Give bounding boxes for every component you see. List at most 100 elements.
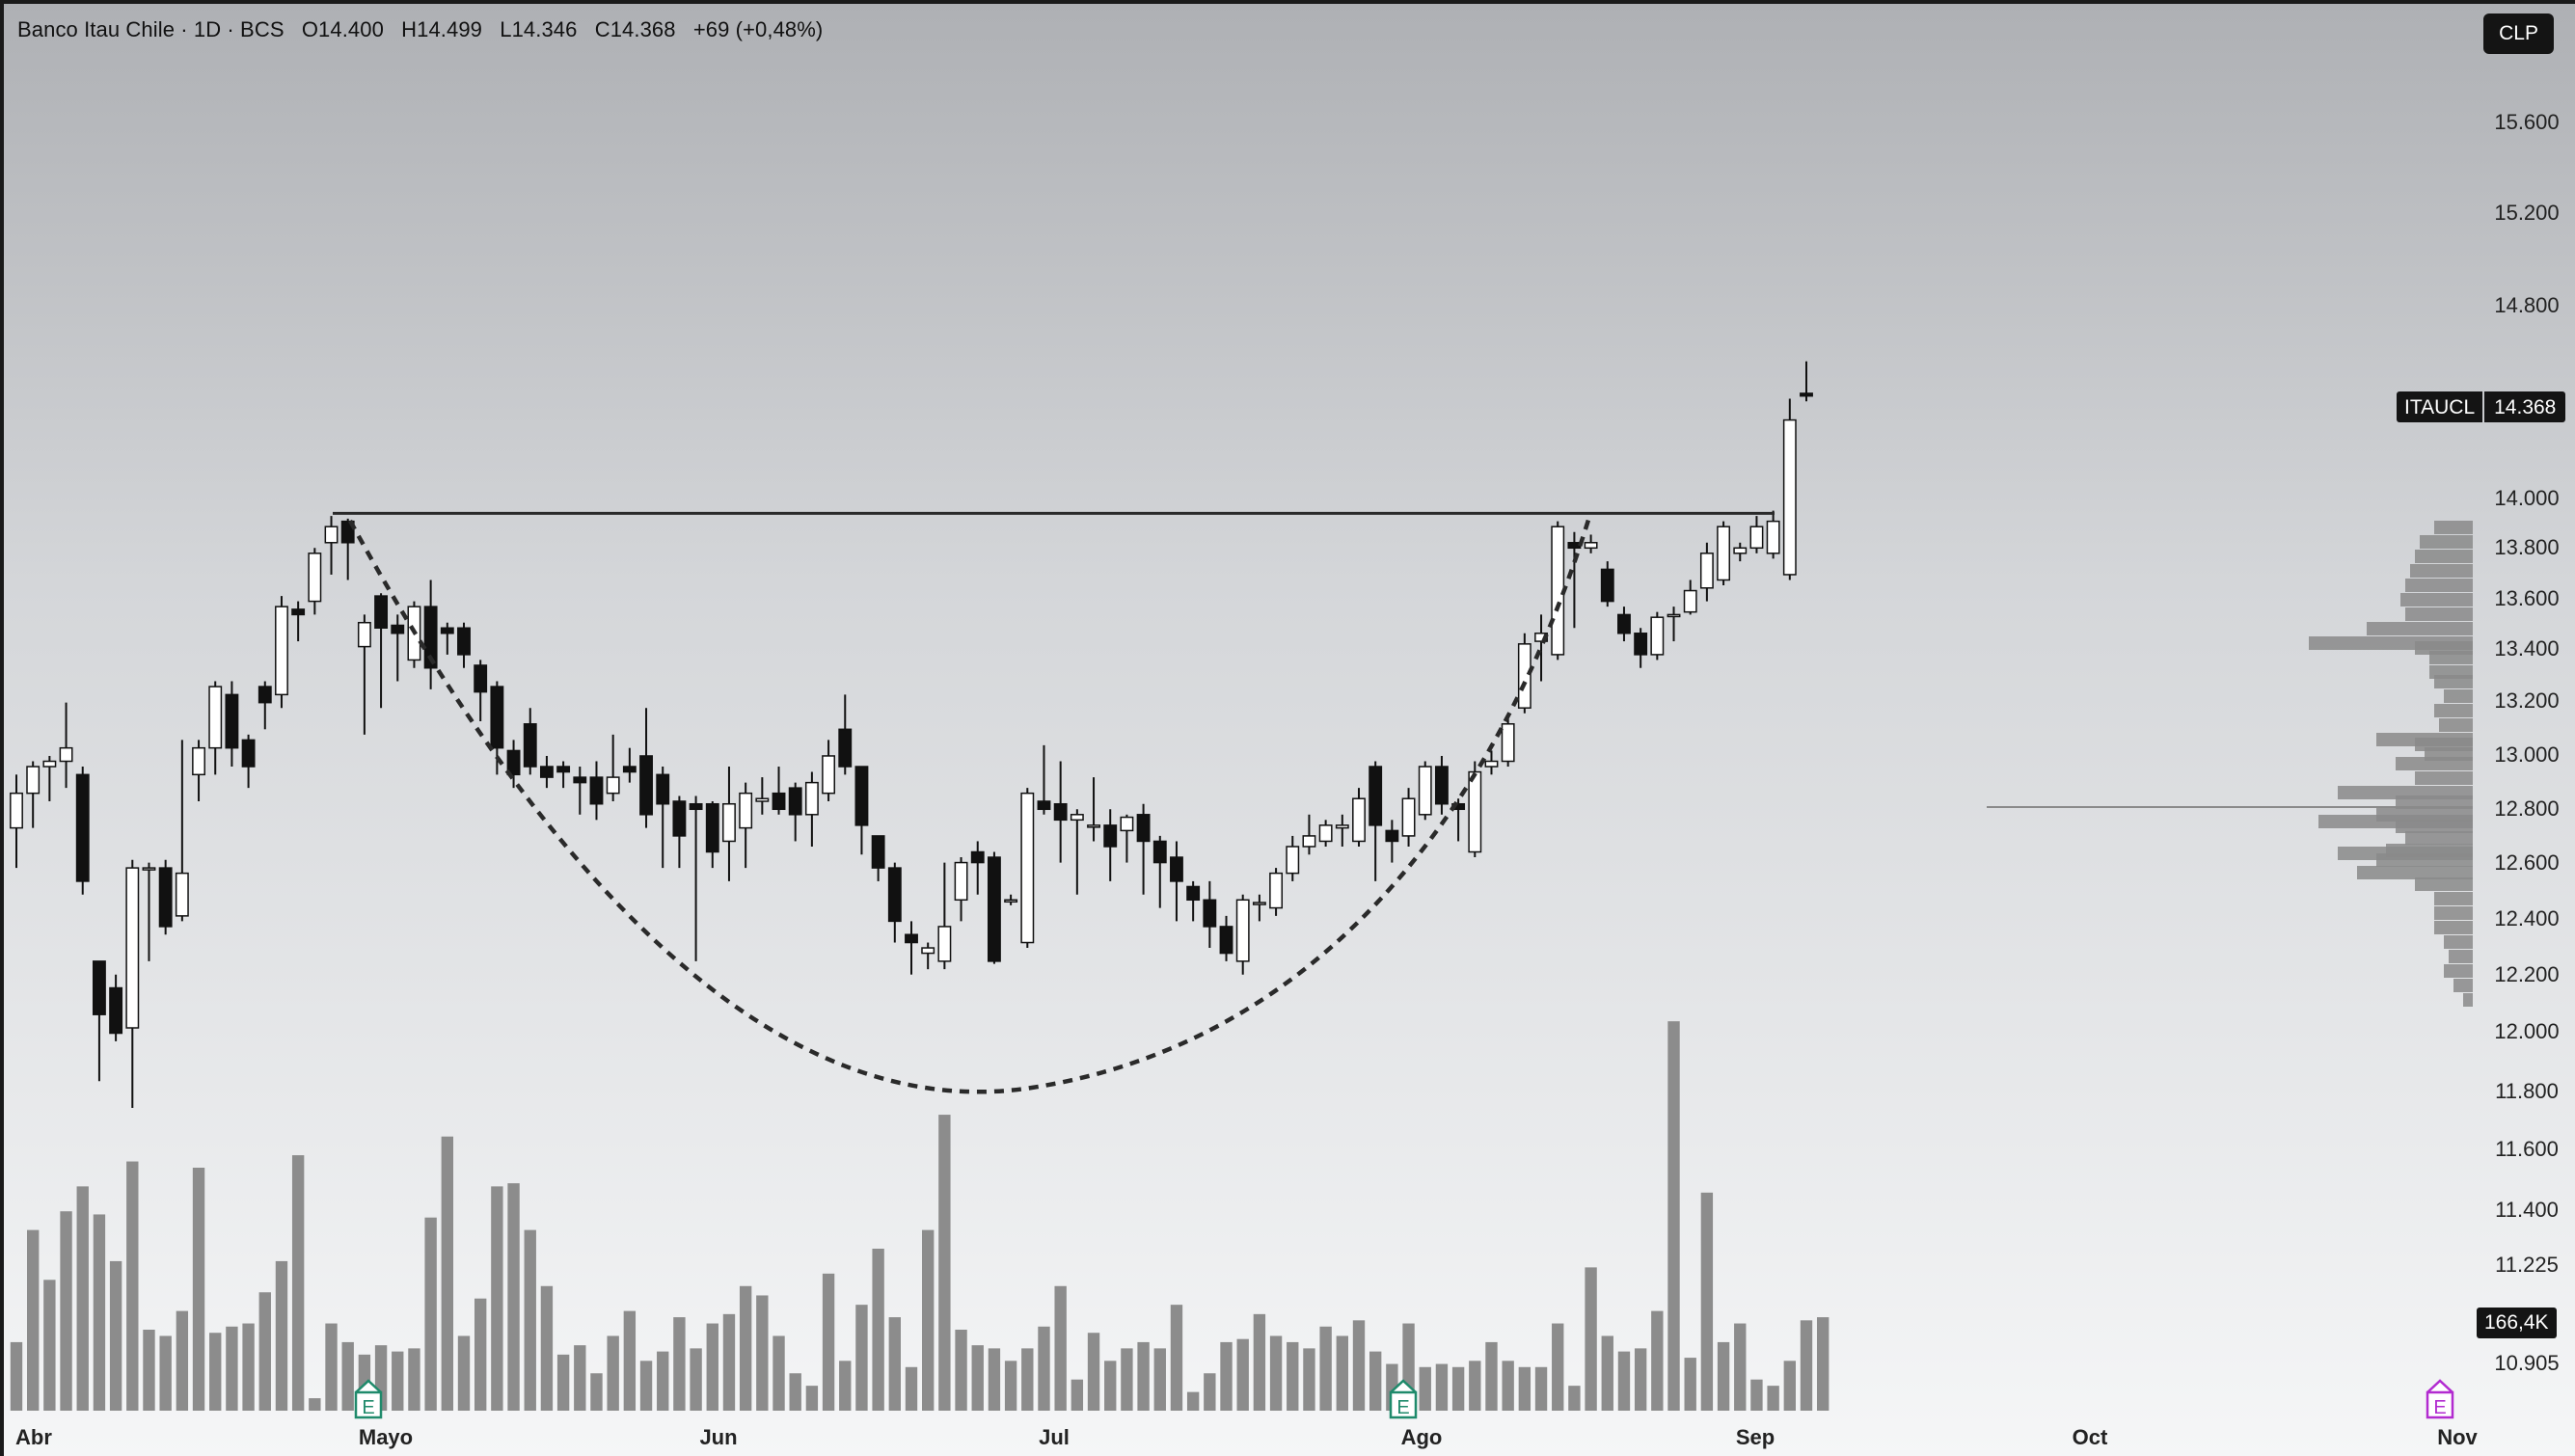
volume-bar bbox=[839, 1361, 852, 1411]
profile-bar bbox=[2434, 521, 2473, 534]
x-tick-label: Nov bbox=[2437, 1425, 2478, 1449]
candle-body bbox=[357, 621, 371, 648]
last-price-tag: ITAUCL 14.368 bbox=[2397, 391, 2566, 422]
volume-bar bbox=[1287, 1341, 1299, 1411]
candle-body bbox=[175, 872, 189, 917]
volume-bar bbox=[607, 1335, 619, 1411]
profile-bar bbox=[2434, 675, 2473, 688]
volume-bar bbox=[1816, 1317, 1830, 1411]
volume-bar bbox=[1153, 1348, 1166, 1411]
candle-body bbox=[556, 766, 571, 773]
volume-tag: 166,4K bbox=[2477, 1308, 2557, 1338]
volume-bar bbox=[938, 1115, 951, 1411]
volume-bar bbox=[1137, 1341, 1150, 1411]
volume-bar bbox=[1419, 1366, 1431, 1411]
profile-bar bbox=[2405, 579, 2473, 592]
price-tag-symbol: ITAUCL bbox=[2397, 391, 2483, 422]
window-top-border bbox=[0, 0, 2575, 4]
time-axis[interactable]: Abr Mayo Jun Jul Ago Sep Oct Nov bbox=[15, 1425, 2478, 1449]
profile-bar bbox=[2463, 993, 2473, 1007]
low-value: L14.346 bbox=[500, 17, 578, 41]
currency-button[interactable]: CLP bbox=[2483, 13, 2554, 54]
profile-bar bbox=[2400, 593, 2473, 607]
candle-body bbox=[1369, 766, 1383, 826]
volume-bar bbox=[690, 1348, 702, 1411]
volume-bar bbox=[1038, 1326, 1050, 1411]
candle-body bbox=[1617, 613, 1631, 634]
candle-body bbox=[639, 755, 653, 816]
candle-body bbox=[391, 624, 405, 634]
price-axis[interactable]: 15.600 15.200 14.800 14.000 13.800 13.600 13.4… bbox=[2494, 110, 2559, 1375]
profile-bar bbox=[2444, 935, 2473, 949]
volume-bar bbox=[1568, 1386, 1581, 1411]
volume-bar bbox=[176, 1310, 189, 1411]
volume-bar bbox=[888, 1317, 902, 1411]
volume-bar bbox=[772, 1335, 785, 1411]
volume-bar bbox=[1186, 1391, 1200, 1411]
volume-bar bbox=[1717, 1341, 1730, 1411]
volume-bar bbox=[1369, 1351, 1382, 1411]
y-tick-label: 14.000 bbox=[2494, 486, 2559, 510]
volume-bars bbox=[10, 1021, 1830, 1411]
candlesticks bbox=[10, 361, 1813, 1108]
y-tick-label: 12.400 bbox=[2494, 906, 2559, 930]
volume-bar bbox=[1170, 1305, 1183, 1411]
candle-body bbox=[258, 686, 272, 704]
candle-body bbox=[241, 739, 256, 768]
volume-bar bbox=[291, 1155, 305, 1411]
volume-bar bbox=[1684, 1358, 1696, 1411]
candle-body bbox=[225, 693, 239, 749]
candle-body bbox=[1136, 814, 1151, 843]
y-tick-label: 10.905 bbox=[2494, 1351, 2559, 1375]
candle-body bbox=[374, 595, 389, 630]
volume-bar bbox=[623, 1310, 637, 1411]
volume-bar bbox=[491, 1186, 503, 1411]
candle-body bbox=[606, 776, 620, 795]
profile-bar bbox=[2410, 564, 2473, 578]
candle-body bbox=[308, 553, 322, 603]
candle-body bbox=[905, 933, 918, 944]
x-tick-label: Jul bbox=[1039, 1425, 1070, 1449]
candle-body bbox=[75, 773, 90, 882]
volume-bar bbox=[1601, 1335, 1613, 1411]
candle-body bbox=[1401, 797, 1416, 837]
volume-bar bbox=[1087, 1333, 1100, 1411]
x-tick-label: Abr bbox=[15, 1425, 52, 1449]
candle-body bbox=[921, 947, 935, 955]
candle-body bbox=[739, 792, 753, 829]
candle-body bbox=[324, 526, 339, 544]
symbol-title[interactable]: Banco Itau Chile · 1D · BCS bbox=[17, 17, 285, 41]
candle-body bbox=[42, 760, 57, 768]
candle-body bbox=[59, 746, 73, 763]
volume-bar bbox=[392, 1351, 404, 1411]
x-tick-label: Sep bbox=[1736, 1425, 1775, 1449]
profile-bar bbox=[2367, 622, 2473, 635]
volume-bar bbox=[242, 1323, 255, 1411]
candle-body bbox=[1584, 542, 1598, 550]
candle-body bbox=[1203, 899, 1217, 928]
volume-bar bbox=[1518, 1366, 1531, 1411]
profile-bar bbox=[2396, 757, 2473, 770]
candle-body bbox=[1650, 616, 1665, 656]
volume-bar bbox=[93, 1214, 106, 1411]
candle-body bbox=[523, 723, 537, 768]
candle-body bbox=[192, 746, 205, 776]
candle-body bbox=[1186, 885, 1201, 902]
volume-bar bbox=[1617, 1351, 1631, 1411]
candle-body bbox=[1053, 802, 1068, 822]
profile-bar bbox=[2396, 820, 2473, 833]
volume-bar bbox=[10, 1341, 23, 1411]
candle-body bbox=[1749, 526, 1764, 550]
x-tick-label: Ago bbox=[1401, 1425, 1443, 1449]
volume-bar bbox=[590, 1373, 603, 1411]
candle-body bbox=[474, 664, 488, 693]
volume-profile bbox=[1987, 521, 2473, 1007]
volume-bar bbox=[722, 1313, 736, 1411]
profile-bar bbox=[2434, 892, 2473, 905]
volume-bar bbox=[1800, 1320, 1813, 1411]
volume-bar bbox=[1435, 1363, 1449, 1411]
profile-bar bbox=[2405, 607, 2473, 621]
price-tag-value: 14.368 bbox=[2484, 391, 2566, 422]
